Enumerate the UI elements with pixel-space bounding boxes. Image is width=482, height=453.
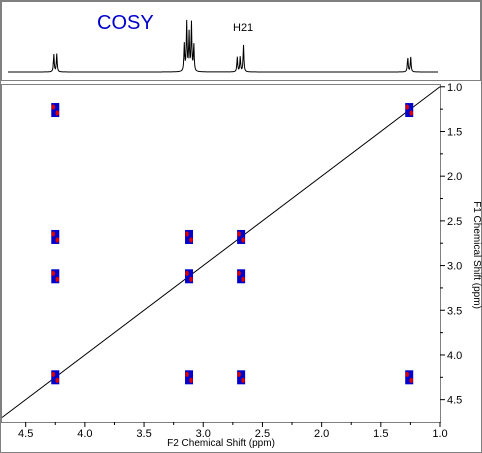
cross-peak-positive bbox=[51, 370, 60, 385]
cross-peak-positive bbox=[405, 370, 414, 385]
x-tick-label: 1.5 bbox=[373, 428, 388, 440]
y-tick-label: 4.0 bbox=[447, 350, 462, 362]
cross-peak-negative bbox=[51, 371, 56, 377]
cross-peak-negative bbox=[51, 104, 56, 110]
x-tick-label: 4.0 bbox=[77, 428, 92, 440]
cross-peak-negative bbox=[185, 270, 189, 276]
cross-peak-negative bbox=[237, 231, 241, 237]
cross-peak bbox=[185, 229, 194, 244]
cross-peak bbox=[51, 269, 60, 284]
y-tick-label: 4.5 bbox=[447, 395, 462, 407]
cross-peak-negative bbox=[405, 104, 410, 110]
cross-peak bbox=[237, 269, 246, 284]
x-tick-label: 2.0 bbox=[314, 428, 329, 440]
cross-peak-positive bbox=[185, 370, 194, 385]
cross-peak-negative bbox=[189, 237, 193, 243]
x-tick-label: 4.5 bbox=[18, 428, 33, 440]
cross-peak bbox=[237, 370, 246, 385]
cross-peak-positive bbox=[237, 229, 246, 244]
y-tick-label: 1.0 bbox=[447, 82, 462, 94]
cross-peak-positive bbox=[405, 103, 414, 118]
y-tick-label: 1.5 bbox=[447, 126, 462, 138]
cross-peak bbox=[51, 229, 60, 244]
cross-peak-negative bbox=[189, 276, 193, 282]
cross-peak bbox=[185, 269, 194, 284]
y-tick-label: 2.0 bbox=[447, 171, 462, 183]
projection-trace bbox=[8, 19, 438, 73]
y-tick-label: 3.5 bbox=[447, 305, 462, 317]
cross-peak-negative bbox=[185, 371, 189, 377]
cross-peaks bbox=[51, 103, 414, 385]
cross-peak-negative bbox=[241, 377, 245, 383]
cross-peak-negative bbox=[241, 237, 245, 243]
cross-peak bbox=[237, 229, 246, 244]
projection-spectrum bbox=[8, 19, 438, 73]
y-tick-label: 2.5 bbox=[447, 216, 462, 228]
x-axis-label: F2 Chemical Shift (ppm) bbox=[167, 438, 275, 449]
peak-label: H21 bbox=[233, 22, 253, 34]
diagonal bbox=[1, 86, 441, 418]
cross-peak-positive bbox=[51, 269, 60, 284]
x-tick-label: 3.5 bbox=[136, 428, 151, 440]
y-tick-label: 3.0 bbox=[447, 261, 462, 273]
y-axis: 1.0 1.5 2.0 2.5 3.0 3.5 4.0 4.5 bbox=[440, 82, 462, 407]
cross-peak-positive bbox=[237, 370, 246, 385]
x-axis: 4.5 4.0 3.5 3.0 2.5 2.0 1.5 1.0 bbox=[18, 422, 448, 440]
cross-peak-negative bbox=[405, 371, 410, 377]
cross-peak-negative bbox=[55, 237, 60, 243]
cross-peak bbox=[185, 370, 194, 385]
x-tick-label: 3.0 bbox=[196, 428, 211, 440]
cross-peak bbox=[405, 370, 414, 385]
cross-peak-negative bbox=[241, 276, 245, 282]
cross-peak-negative bbox=[409, 377, 414, 383]
cross-peak-positive bbox=[185, 229, 194, 244]
x-tick-label: 1.0 bbox=[432, 428, 447, 440]
chart-title: COSY bbox=[97, 12, 154, 34]
cross-peak-negative bbox=[185, 231, 189, 237]
cross-peak bbox=[51, 370, 60, 385]
cross-peak bbox=[51, 103, 60, 118]
cross-peak-positive bbox=[51, 229, 60, 244]
cross-peak-negative bbox=[55, 276, 60, 282]
cross-peak-negative bbox=[55, 110, 60, 116]
cross-peak-positive bbox=[51, 103, 60, 118]
y-axis-label: F1 Chemical Shift (ppm) bbox=[471, 201, 482, 309]
cross-peak-negative bbox=[189, 377, 193, 383]
diagonal-line bbox=[1, 86, 441, 418]
cross-peak-negative bbox=[51, 270, 56, 276]
cross-peak-positive bbox=[237, 269, 246, 284]
cross-peak-positive bbox=[185, 269, 194, 284]
cross-peak-negative bbox=[409, 110, 414, 116]
x-tick-label: 2.5 bbox=[255, 428, 270, 440]
cross-peak-negative bbox=[237, 270, 241, 276]
cross-peak-negative bbox=[237, 371, 241, 377]
cross-peak bbox=[405, 103, 414, 118]
cross-peak-negative bbox=[51, 231, 56, 237]
plot-area bbox=[1, 84, 441, 423]
cross-peak-negative bbox=[55, 377, 60, 383]
